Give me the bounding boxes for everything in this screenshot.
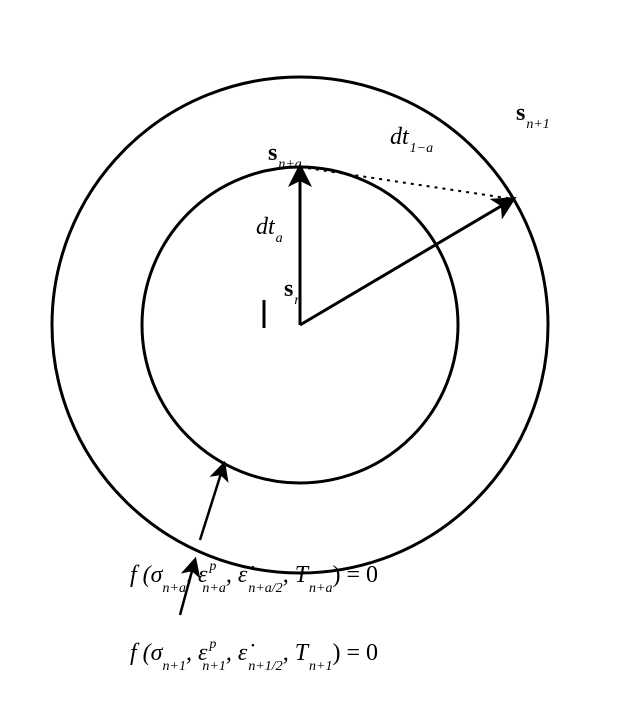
pointer-arrow-inner	[200, 464, 224, 540]
label-dt-a: dta	[256, 214, 283, 246]
label-yield-inner: f (σn+a, εpn+a, ε̇n+a/2, Tn+a) = 0	[130, 559, 378, 596]
vector-s-n-to-s-n1	[300, 199, 513, 325]
label-dt-1-minus-a: dt1−a	[390, 124, 433, 156]
label-s-n-plus-1: sn+1	[516, 100, 550, 132]
label-s-n-plus-a: sn+a	[268, 140, 302, 172]
vector-s-na-to-s-n1-dotted	[300, 167, 513, 199]
label-yield-outer: f (σn+1, εpn+1, ε̇n+1/2, Tn+1) = 0	[130, 637, 378, 674]
